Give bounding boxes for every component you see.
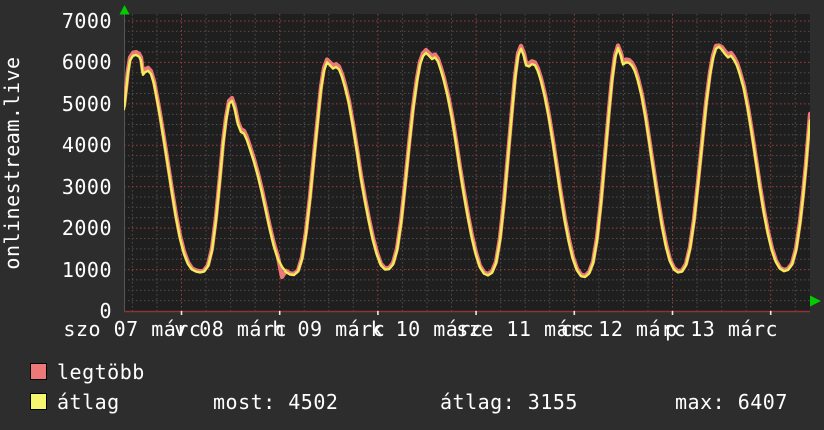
y-tick-label: 6000: [61, 50, 112, 75]
stat-value: max: 6407: [675, 390, 788, 414]
y-tick-label: 0: [99, 299, 112, 323]
legend-label: átlag: [57, 390, 120, 414]
y-tick-label: 1000: [61, 257, 112, 282]
legend-label: legtöbb: [57, 360, 145, 384]
y-tick-label: 3000: [61, 174, 112, 199]
plot-canvas: [124, 14, 810, 311]
y-axis-arrow-icon: [119, 5, 130, 15]
stat-value: átlag: 3155: [440, 390, 578, 414]
x-tick-label: cs 12 márc: [560, 317, 687, 341]
x-tick-label: sze 11 márc: [456, 317, 595, 341]
x-tick-label: v 08 márc: [174, 317, 288, 341]
y-tick-label: 4000: [61, 133, 112, 158]
series-line-atlag: [124, 45, 810, 279]
x-tick-label: szo 07 márc: [63, 317, 202, 341]
y-tick-label: 7000: [61, 8, 112, 33]
legend-swatch-legtobb: [30, 363, 47, 380]
x-tick-label: k 10 márc: [370, 317, 484, 341]
y-tick-label: 5000: [61, 91, 112, 116]
legend-swatch-atlag: [30, 393, 47, 410]
y-tick-label: 2000: [61, 216, 112, 241]
x-tick-label: h 09 márc: [272, 317, 386, 341]
x-tick-label: p 13 márc: [665, 317, 779, 341]
stat-value: most: 4502: [213, 390, 339, 414]
x-axis-arrow-icon: [810, 295, 821, 307]
